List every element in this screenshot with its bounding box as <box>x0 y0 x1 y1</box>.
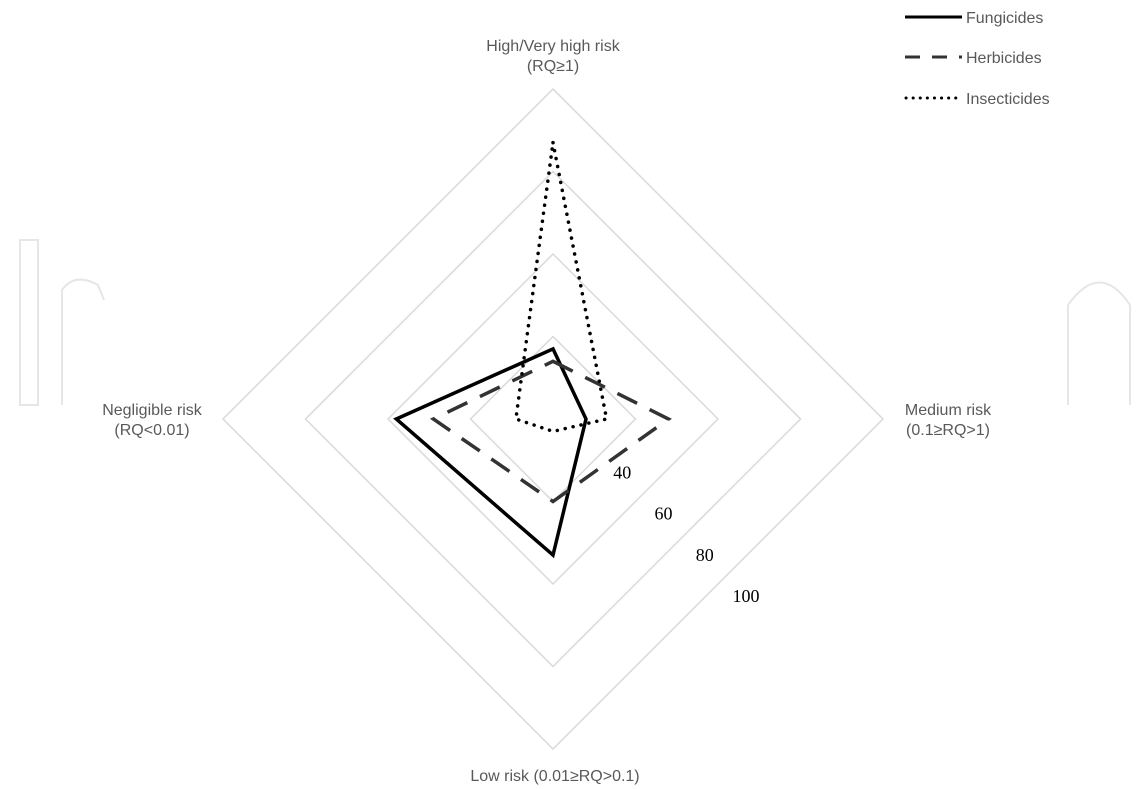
axis-label-negligible-risk-line2: (RQ<0.01) <box>114 422 189 439</box>
grid-ring-60 <box>386 252 720 586</box>
grid-ring-100 <box>221 87 885 751</box>
axis-label-medium-risk-line1: Medium risk <box>905 402 992 419</box>
axis-label-negligible-risk-line1: Negligible risk <box>102 402 203 419</box>
axis-label-medium-risk-line2: (0.1≥RQ>1) <box>906 422 990 439</box>
radial-tick-label-80: 80 <box>696 545 714 565</box>
radial-tick-label-100: 100 <box>733 586 760 606</box>
legend-label-insecticides: Insecticides <box>966 91 1050 108</box>
radar-grid <box>221 87 885 751</box>
radial-tick-labels: 40 60 80 100 <box>613 462 759 606</box>
axis-label-high-risk-line1: High/Very high risk <box>486 38 620 55</box>
series-fungicides-line <box>393 346 588 559</box>
series-group <box>393 142 672 559</box>
axis-label-low-risk: Low risk (0.01≥RQ>0.1) <box>470 768 639 785</box>
radial-tick-label-60: 60 <box>655 504 673 524</box>
legend-item-insecticides[interactable]: Insecticides <box>904 91 1050 108</box>
radial-tick-label-40: 40 <box>613 462 631 482</box>
watermark <box>19 239 1131 406</box>
grid-ring-80 <box>304 170 802 668</box>
series-insecticides-line <box>513 142 609 434</box>
legend-item-herbicides[interactable]: Herbicides <box>905 50 1042 67</box>
legend-label-fungicides: Fungicides <box>966 10 1043 27</box>
axis-label-medium-risk: Medium risk (0.1≥RQ>1) <box>905 402 992 439</box>
axis-label-high-risk: High/Very high risk (RQ≥1) <box>486 38 620 75</box>
axis-label-negligible-risk: Negligible risk (RQ<0.01) <box>102 402 203 439</box>
legend-label-herbicides: Herbicides <box>966 50 1042 67</box>
axis-label-low-risk-line1: Low risk (0.01≥RQ>0.1) <box>470 768 639 785</box>
axis-label-high-risk-line2: (RQ≥1) <box>527 58 579 75</box>
legend: Fungicides Herbicides Insecticides <box>904 10 1050 108</box>
legend-item-fungicides[interactable]: Fungicides <box>905 10 1043 27</box>
